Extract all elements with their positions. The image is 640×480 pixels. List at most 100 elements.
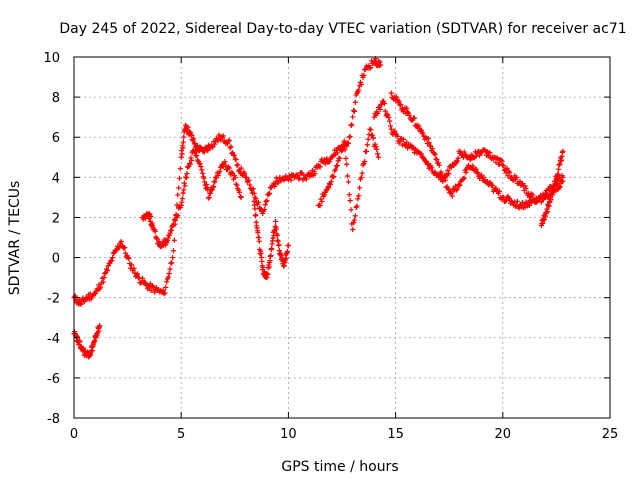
data-point-interp [384,111,390,117]
data-point-interp [78,301,84,307]
data-point-interp [438,169,444,175]
data-point-interp [356,193,362,199]
data-point-interp [134,271,141,277]
data-point-interp [326,185,332,191]
data-point-interp [530,192,536,198]
data-point-interp [374,146,380,152]
data-point-interp [361,72,367,78]
data-point-interp [217,168,223,175]
data-point [206,194,212,200]
data-point-interp [179,151,185,157]
data-point-interp [201,175,207,181]
data-point [341,138,347,144]
data-point-interp [454,158,460,164]
data-point [367,126,373,132]
data-point-interp [232,174,238,181]
data-point [358,174,364,180]
data-point-interp [470,163,476,169]
data-point-interp [260,264,266,271]
series-1 [71,55,384,307]
data-point-interp [192,149,198,155]
data-point-interp [352,99,358,105]
data-point [377,62,384,68]
data-point-interp [152,289,158,295]
data-point-interp [424,161,430,168]
series-5 [371,98,566,205]
data-point-interp [255,199,261,205]
data-marks [71,55,566,360]
data-point-interp [109,258,115,264]
data-point [225,138,231,144]
data-point-interp [220,164,226,170]
data-point [375,154,382,160]
data-point-interp [170,248,177,254]
data-point-interp [166,232,173,239]
data-point [170,254,176,261]
data-point-interp [396,98,402,104]
data-point-interp [143,282,149,288]
data-point [311,168,317,174]
data-point-interp [215,137,221,144]
x-tick-label: 5 [177,427,185,442]
data-point-interp [274,232,280,239]
data-point-interp [334,163,340,169]
data-point-interp [199,167,205,173]
data-point-interp [288,177,294,183]
data-point-interp [350,220,357,226]
data-point-interp [115,245,122,251]
data-point-interp [250,186,256,192]
data-point-interp [404,139,410,145]
data-point-interp [268,252,274,259]
data-point [397,102,403,108]
data-point-interp [142,215,148,222]
data-point-interp [104,267,111,274]
data-point-interp [128,262,135,268]
y-tick-label: 8 [52,91,60,106]
data-point-interp [404,105,410,111]
data-point [101,275,107,281]
data-point-interp [436,162,442,168]
data-point-interp [557,184,563,190]
data-point [92,291,99,297]
data-point-interp [276,242,282,248]
data-point-interp [330,174,336,180]
data-point-interp [154,236,160,242]
data-point-interp [189,132,195,138]
data-point-interp [558,179,564,185]
data-point-interp [184,170,190,177]
data-point-interp [496,188,502,194]
data-point-interp [165,274,171,280]
x-tick-label: 25 [602,427,619,442]
data-point-interp [477,152,483,158]
data-point-interp [169,260,175,266]
data-point-interp [215,172,221,179]
data-point-interp [188,155,194,161]
data-point-interp [100,279,106,285]
data-point-interp [131,265,137,271]
data-point-interp [494,155,500,161]
data-point [555,166,562,172]
data-point-interp [125,255,131,261]
data-point-interp [363,148,370,154]
data-point-interp [494,187,500,194]
grid [74,57,610,418]
y-tick-label: -4 [47,332,60,347]
data-point-interp [152,228,158,234]
data-point-interp [255,230,261,236]
data-point-interp [368,127,374,133]
data-point-interp [377,106,383,112]
data-point-interp [346,192,352,198]
data-point-interp [358,81,364,88]
data-point [200,170,206,176]
data-point-interp [141,279,147,285]
y-tick-label: -6 [47,372,60,387]
data-point-interp [489,182,496,188]
data-point-interp [326,158,333,165]
data-point-interp [233,181,239,187]
data-point-interp [148,213,154,220]
x-axis-label: GPS time / hours [281,459,398,475]
data-point-interp [368,64,374,71]
data-point-interp [227,145,233,151]
